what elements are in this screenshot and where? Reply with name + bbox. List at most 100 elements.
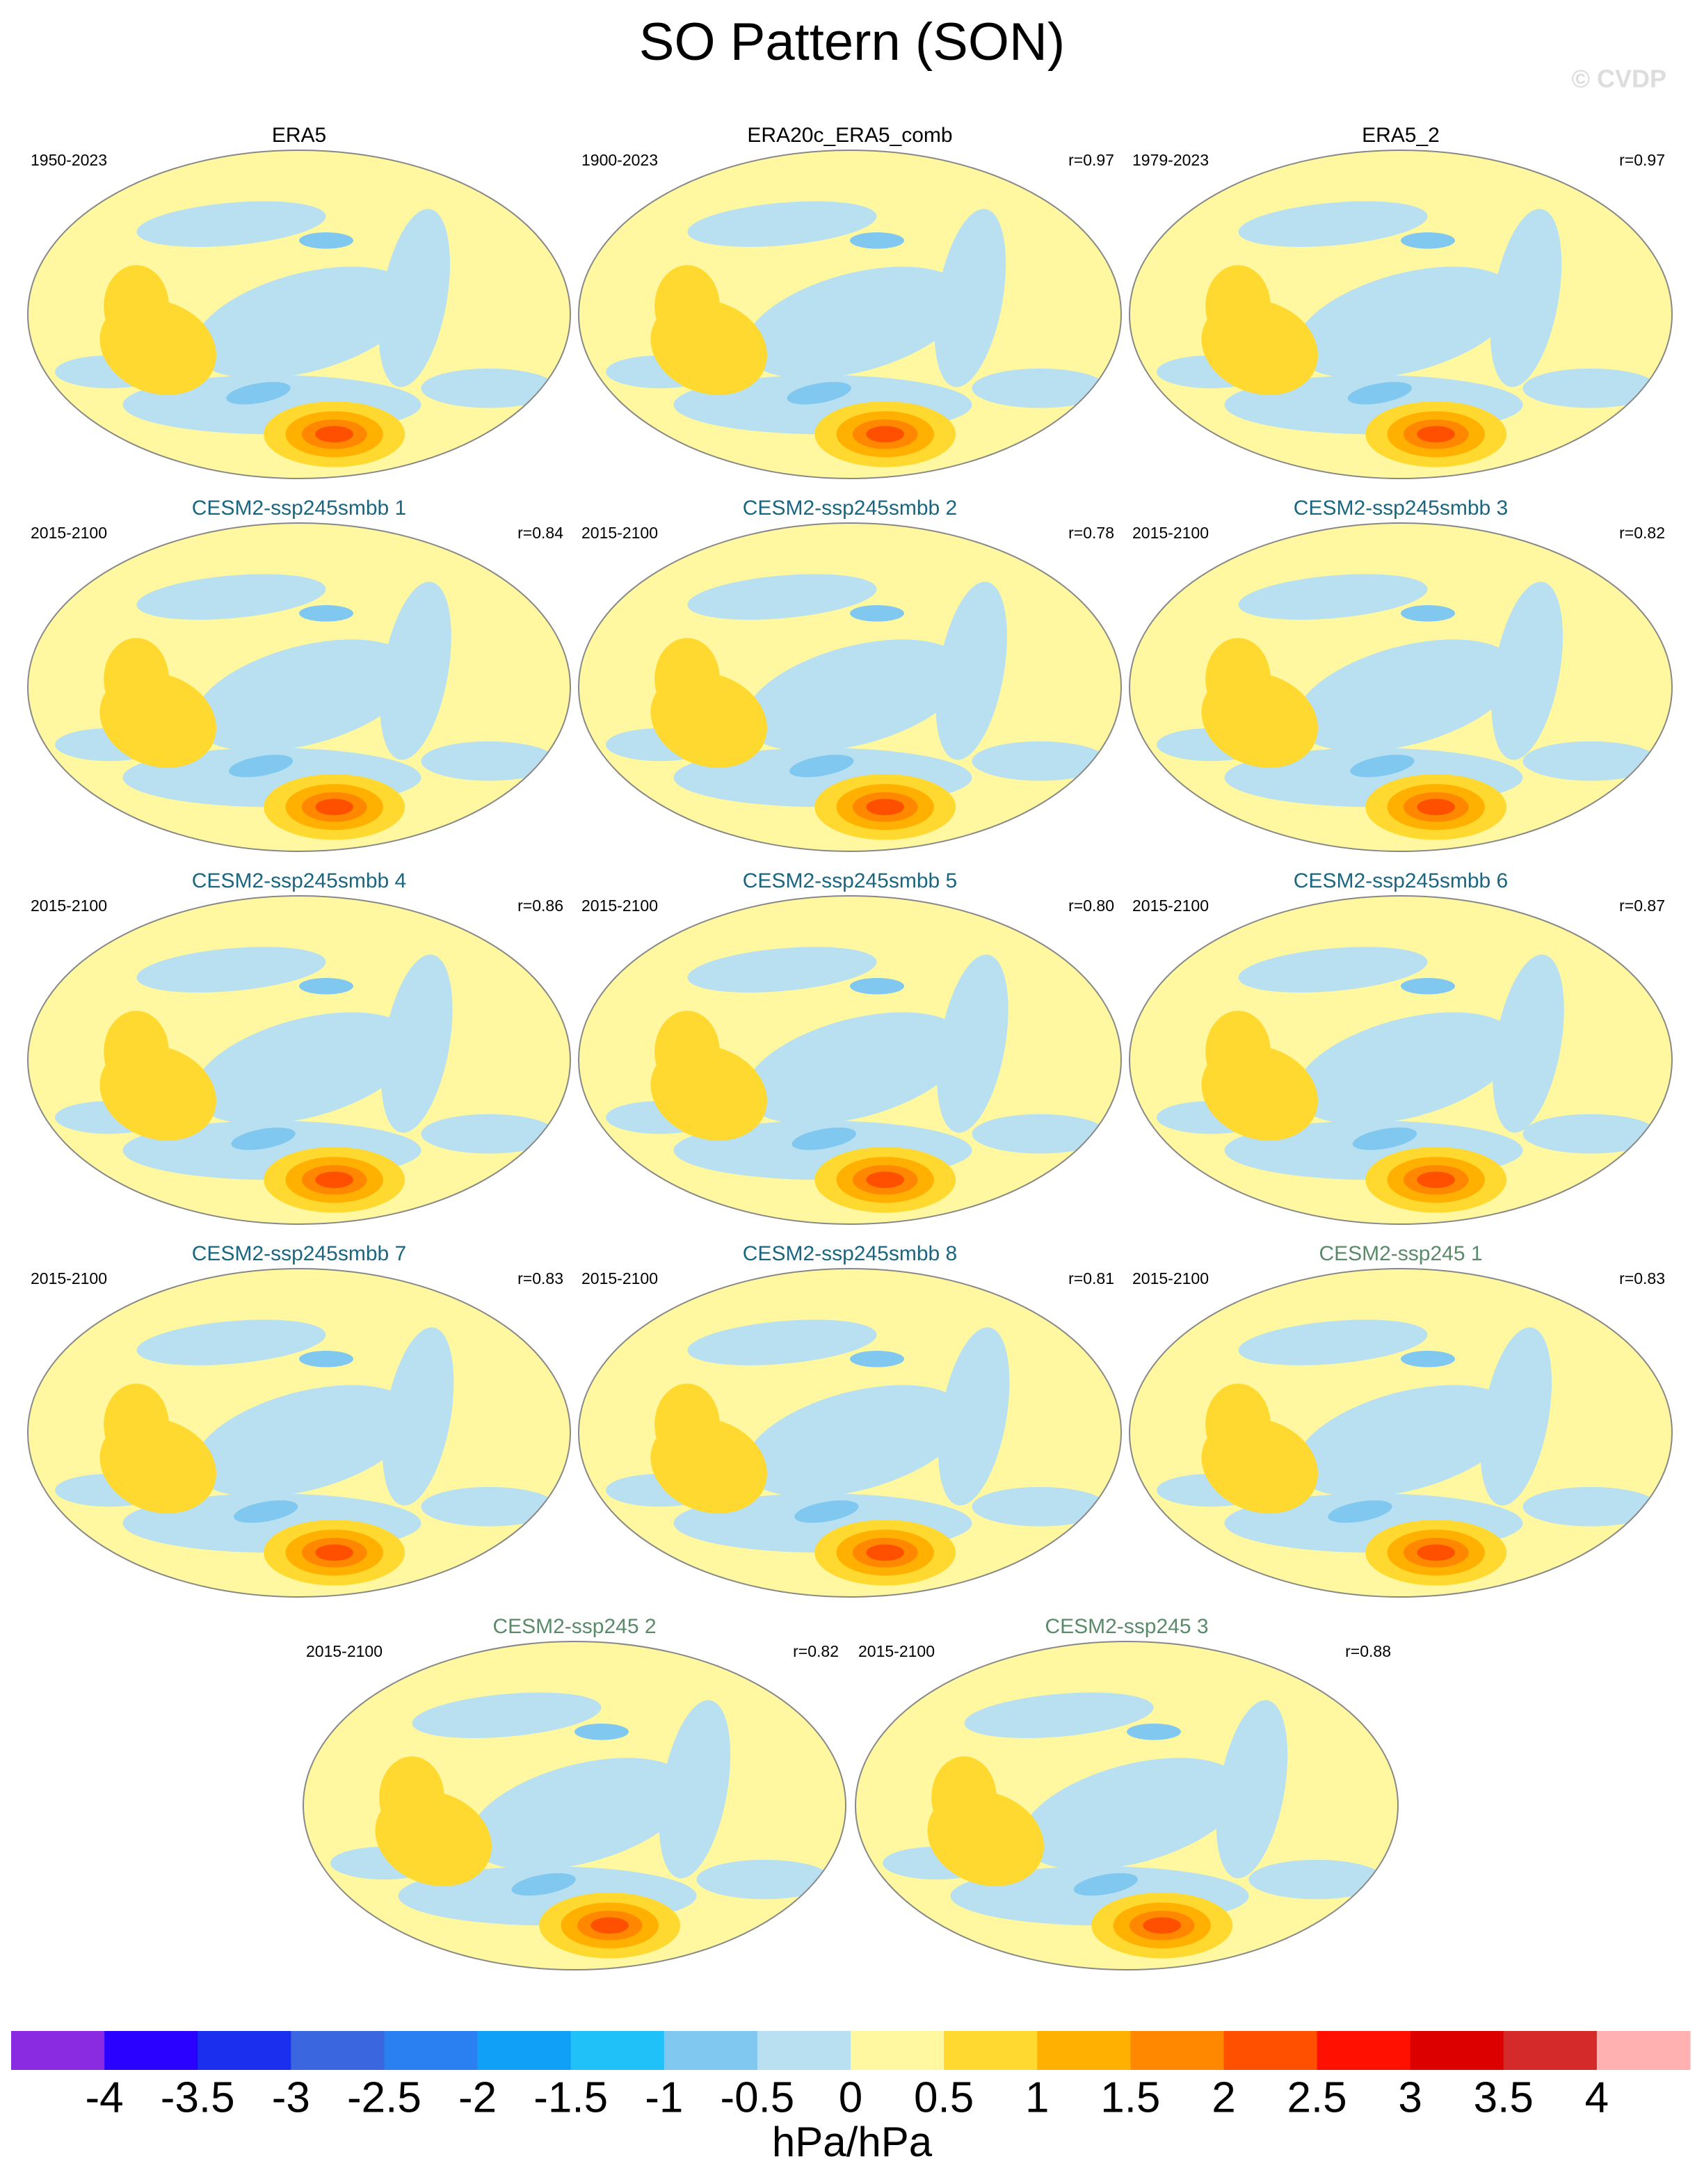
panel-title: CESM2-ssp245smbb 6 — [1294, 869, 1508, 892]
map — [579, 523, 1121, 851]
panel-title: CESM2-ssp245smbb 1 — [192, 497, 406, 520]
colorbar-tick-label: -2 — [458, 2073, 497, 2121]
panel-title: CESM2-ssp245smbb 7 — [192, 1242, 406, 1265]
panel-period: 1979-2023 — [1132, 151, 1209, 169]
panel-title: CESM2-ssp245 2 — [492, 1615, 656, 1638]
negative-region — [744, 1385, 967, 1498]
negative-region — [1401, 1351, 1455, 1367]
negative-region — [382, 1327, 454, 1506]
panel-correlation: r=0.83 — [517, 1269, 563, 1287]
positive-region — [315, 798, 354, 816]
negative-region — [136, 574, 326, 620]
negative-region — [136, 201, 326, 247]
panel-period: 2015-2100 — [581, 1269, 658, 1287]
negative-region — [972, 368, 1108, 408]
negative-region — [687, 574, 877, 620]
negative-region — [1493, 954, 1564, 1133]
negative-region — [1328, 1500, 1392, 1523]
negative-region — [511, 1873, 576, 1896]
negative-region — [193, 639, 416, 752]
negative-region — [1238, 201, 1428, 247]
colorbar-box — [1317, 2031, 1411, 2070]
panel-title: CESM2-ssp245smbb 5 — [743, 869, 957, 892]
panel-correlation: r=0.97 — [1068, 151, 1114, 169]
panel-correlation: r=0.81 — [1068, 1269, 1114, 1287]
figure-title: SO Pattern (SON) — [639, 13, 1065, 72]
panel-correlation: r=0.82 — [1619, 524, 1665, 542]
negative-region — [299, 978, 353, 995]
positive-region — [1205, 265, 1271, 348]
negative-region — [1216, 1700, 1288, 1879]
negative-region — [136, 1319, 326, 1365]
positive-region — [654, 1383, 720, 1466]
panel-title: CESM2-ssp245smbb 8 — [743, 1242, 957, 1265]
negative-region — [1480, 1327, 1552, 1506]
positive-region — [931, 1756, 997, 1839]
negative-region — [1490, 209, 1562, 387]
map-outline — [27, 522, 571, 852]
negative-region — [421, 741, 557, 781]
map — [1130, 896, 1672, 1224]
colorbar-tick-label: -1.5 — [533, 2073, 608, 2121]
positive-region — [315, 426, 354, 443]
negative-region — [193, 1385, 416, 1498]
positive-region — [866, 426, 904, 443]
colorbar-tick-label: -1 — [645, 2073, 683, 2121]
map-outline — [1129, 522, 1673, 852]
colorbar-box — [1223, 2031, 1318, 2070]
panel-title: CESM2-ssp245smbb 4 — [192, 869, 406, 892]
negative-region — [1352, 1127, 1417, 1150]
colorbar-tick-label: 3.5 — [1474, 2073, 1534, 2121]
negative-region — [794, 1500, 859, 1523]
negative-region — [1127, 1724, 1181, 1740]
negative-region — [696, 1859, 833, 1900]
negative-region — [1295, 639, 1518, 752]
panel-correlation: r=0.82 — [793, 1642, 839, 1660]
negative-region — [1401, 232, 1455, 249]
positive-region — [866, 1544, 904, 1561]
panel-period: 2015-2100 — [31, 897, 107, 915]
negative-region — [850, 232, 904, 249]
negative-region — [1347, 382, 1413, 405]
negative-region — [380, 954, 453, 1133]
negative-region — [687, 201, 877, 247]
positive-region — [104, 1383, 169, 1466]
panel-correlation: r=0.87 — [1619, 897, 1665, 915]
panel-period: 2015-2100 — [1132, 1269, 1209, 1287]
negative-region — [659, 1700, 731, 1879]
map-outline — [1129, 1268, 1673, 1598]
negative-region — [299, 232, 353, 249]
negative-region — [421, 1486, 557, 1527]
map-outline — [303, 1641, 846, 1970]
colorbar-box — [1503, 2031, 1598, 2070]
colorbar-tick-label: 2.5 — [1287, 2073, 1347, 2121]
negative-region — [1522, 1486, 1659, 1527]
map — [28, 1269, 570, 1597]
positive-region — [315, 1544, 354, 1561]
negative-region — [744, 1012, 967, 1125]
colorbar-box — [944, 2031, 1038, 2070]
colorbar-tick-label: -2.5 — [347, 2073, 421, 2121]
negative-region — [412, 1692, 602, 1738]
positive-region — [1417, 1544, 1455, 1561]
negative-region — [193, 1012, 416, 1125]
map — [1130, 523, 1672, 851]
panel-period: 2015-2100 — [31, 524, 107, 542]
map-outline — [27, 150, 571, 479]
panel-title: CESM2-ssp245smbb 2 — [743, 497, 957, 520]
panel-period: 2015-2100 — [581, 524, 658, 542]
colorbar-box — [1596, 2031, 1691, 2070]
negative-region — [469, 1758, 691, 1870]
negative-region — [850, 978, 904, 995]
panel-title: CESM2-ssp245 1 — [1319, 1242, 1482, 1265]
negative-region — [1248, 1859, 1385, 1900]
negative-region — [744, 639, 967, 752]
negative-region — [136, 947, 326, 993]
map — [303, 1641, 846, 1970]
panel-period: 2015-2100 — [31, 1269, 107, 1287]
negative-region — [1401, 605, 1455, 622]
colorbar-tick-label: -3.5 — [161, 2073, 235, 2121]
watermark: © CVDP — [1571, 65, 1666, 93]
panel-period: 2015-2100 — [581, 897, 658, 915]
